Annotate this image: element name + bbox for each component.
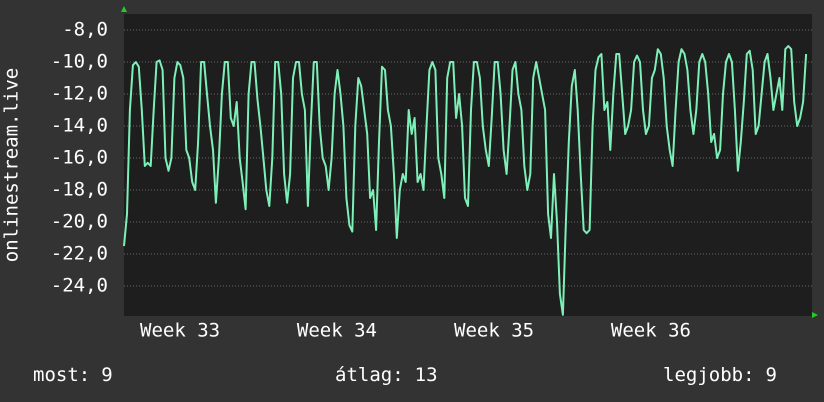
legend-text: 13	[415, 364, 438, 386]
y-tick-label: -12,0	[51, 83, 108, 105]
y-tick-label: -8,0	[62, 19, 108, 41]
y-tick-label: -18,0	[51, 179, 108, 201]
x-tick-label: Week 36	[611, 320, 691, 342]
legend-stat: legjobb: 9	[663, 364, 777, 386]
axis-arrow	[812, 312, 818, 318]
legend-stat: átlag: 13	[335, 364, 438, 386]
y-tick-label: -22,0	[51, 243, 108, 265]
y-tick-label: -14,0	[51, 115, 108, 137]
y-tick-label: -20,0	[51, 211, 108, 233]
data-line	[123, 45, 808, 316]
plot-area	[124, 14, 812, 316]
legend-text: 9	[766, 364, 777, 386]
legend-stat: most: 9	[33, 364, 113, 386]
legend-text: legjobb:	[663, 364, 755, 386]
axis-arrow	[121, 6, 127, 12]
x-tick-label: Week 35	[454, 320, 534, 342]
legend-text: 9	[101, 364, 112, 386]
y-tick-label: -16,0	[51, 147, 108, 169]
y-axis-label: onlinestream.live	[1, 68, 23, 262]
x-tick-label: Week 33	[140, 320, 220, 342]
y-tick-label: -10,0	[51, 51, 108, 73]
legend-text: átlag:	[335, 364, 404, 386]
y-tick-label: -24,0	[51, 275, 108, 297]
x-tick-label: Week 34	[297, 320, 377, 342]
legend-text: most:	[33, 364, 90, 386]
